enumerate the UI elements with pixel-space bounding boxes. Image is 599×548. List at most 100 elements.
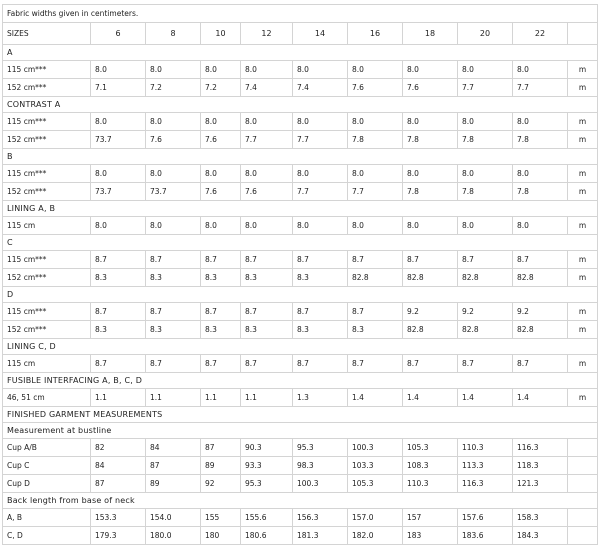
data-row: 152 cm*** 8.3 8.3 8.3 8.3 8.3 82.8 82.8 82.8 82.8…	[2, 268, 598, 287]
cell: 93.3	[240, 456, 293, 475]
table-container: Fabric widths given in centimeters. SIZES…	[2, 4, 598, 545]
cell: 7.8	[347, 130, 403, 149]
cell: 8.7	[90, 302, 146, 321]
data-row: C, D 179.3 180.0 180 180.6 181.3 182.0 183 183.6…	[2, 526, 598, 545]
row-label: Cup C	[2, 456, 91, 475]
cell: 9.2	[457, 302, 513, 321]
cell: 8.0	[292, 216, 348, 235]
data-row: 115 cm*** 8.0 8.0 8.0 8.0 8.0 8.0 8.0 8.0 8.0 m	[2, 60, 598, 79]
row-label: 115 cm***	[2, 112, 91, 131]
data-row: 115 cm*** 8.7 8.7 8.7 8.7 8.7 8.7 9.2 9.2 9.2 m	[2, 302, 598, 321]
data-row: A, B 153.3 154.0 155 155.6 156.3 157.0 157 157.6…	[2, 508, 598, 527]
data-row: 115 cm*** 8.0 8.0 8.0 8.0 8.0 8.0 8.0 8.0 8.0 m	[2, 164, 598, 183]
cell: 7.8	[457, 182, 513, 201]
cell: 8.0	[145, 164, 201, 183]
cell: 116.3	[512, 438, 568, 457]
cell: 1.4	[402, 388, 458, 407]
cell: 154.0	[145, 508, 201, 527]
unit: m	[567, 164, 598, 183]
cell: 95.3	[292, 438, 348, 457]
cell: 73.7	[90, 130, 146, 149]
cell: 8.0	[200, 112, 241, 131]
cell: 8.7	[200, 354, 241, 373]
section-row: FUSIBLE INTERFACING A, B, C, D	[2, 372, 598, 389]
unit-header	[567, 22, 598, 45]
cell: 7.7	[292, 130, 348, 149]
cell: 182.0	[347, 526, 403, 545]
cell: 9.2	[402, 302, 458, 321]
cell: 87	[145, 456, 201, 475]
cell: 155.6	[240, 508, 293, 527]
cell: 8.0	[240, 216, 293, 235]
cell: 8.7	[145, 302, 201, 321]
cell: 82.8	[402, 268, 458, 287]
sizes-label: SIZES	[2, 22, 91, 45]
section-label: Measurement at bustline	[2, 422, 598, 439]
cell: 8.7	[240, 250, 293, 269]
cell: 118.3	[512, 456, 568, 475]
cell: 1.3	[292, 388, 348, 407]
data-row: 115 cm*** 8.0 8.0 8.0 8.0 8.0 8.0 8.0 8.0 8.0 m	[2, 112, 598, 131]
cell: 8.0	[145, 60, 201, 79]
cell: 105.3	[347, 474, 403, 493]
unit: m	[567, 320, 598, 339]
row-label: C, D	[2, 526, 91, 545]
section-label: C	[2, 234, 598, 251]
cell: 82.8	[457, 320, 513, 339]
cell: 7.7	[512, 78, 568, 97]
cell: 92	[200, 474, 241, 493]
cell: 8.7	[457, 354, 513, 373]
unit: m	[567, 130, 598, 149]
cell: 8.7	[457, 250, 513, 269]
cell: 7.6	[402, 78, 458, 97]
cell: 8.3	[347, 320, 403, 339]
cell: 82.8	[512, 268, 568, 287]
size-header: 10	[200, 22, 241, 45]
data-row: 115 cm*** 8.7 8.7 8.7 8.7 8.7 8.7 8.7 8.7 8.7 m	[2, 250, 598, 269]
cell: 157.6	[457, 508, 513, 527]
note-row: Fabric widths given in centimeters.	[2, 4, 598, 23]
cell: 8.7	[292, 354, 348, 373]
data-row: 152 cm*** 8.3 8.3 8.3 8.3 8.3 8.3 82.8 82.8 82.8 m	[2, 320, 598, 339]
cell: 8.0	[457, 216, 513, 235]
cell: 89	[200, 456, 241, 475]
unit: m	[567, 388, 598, 407]
row-label: 115 cm***	[2, 164, 91, 183]
cell: 8.0	[457, 164, 513, 183]
data-row: 152 cm*** 7.1 7.2 7.2 7.4 7.4 7.6 7.6 7.7 7.7 m	[2, 78, 598, 97]
cell: 110.3	[457, 438, 513, 457]
cell: 7.6	[145, 130, 201, 149]
unit	[567, 438, 598, 457]
cell: 7.2	[145, 78, 201, 97]
cell: 8.7	[347, 354, 403, 373]
cell: 110.3	[402, 474, 458, 493]
cell: 113.3	[457, 456, 513, 475]
cell: 1.4	[347, 388, 403, 407]
cell: 157	[402, 508, 458, 527]
data-row: 152 cm*** 73.7 7.6 7.6 7.7 7.7 7.8 7.8 7.8 7.8 m	[2, 130, 598, 149]
cell: 8.0	[145, 216, 201, 235]
row-label: 152 cm***	[2, 130, 91, 149]
cell: 8.7	[145, 250, 201, 269]
cell: 7.8	[402, 182, 458, 201]
cell: 8.3	[292, 268, 348, 287]
section-row: A	[2, 44, 598, 61]
cell: 180.6	[240, 526, 293, 545]
row-label: 152 cm***	[2, 268, 91, 287]
cell: 8.7	[292, 250, 348, 269]
table-body: Fabric widths given in centimeters. SIZES…	[2, 4, 598, 545]
row-label: Cup A/B	[2, 438, 91, 457]
section-row: LINING A, B	[2, 200, 598, 217]
cell: 180	[200, 526, 241, 545]
cell: 8.0	[512, 60, 568, 79]
cell: 7.4	[240, 78, 293, 97]
cell: 7.1	[90, 78, 146, 97]
unit	[567, 526, 598, 545]
cell: 8.7	[145, 354, 201, 373]
section-row: Back length from base of neck	[2, 492, 598, 509]
cell: 8.0	[292, 112, 348, 131]
cell: 1.1	[240, 388, 293, 407]
cell: 8.0	[347, 164, 403, 183]
cell: 82	[90, 438, 146, 457]
size-header: 8	[145, 22, 201, 45]
